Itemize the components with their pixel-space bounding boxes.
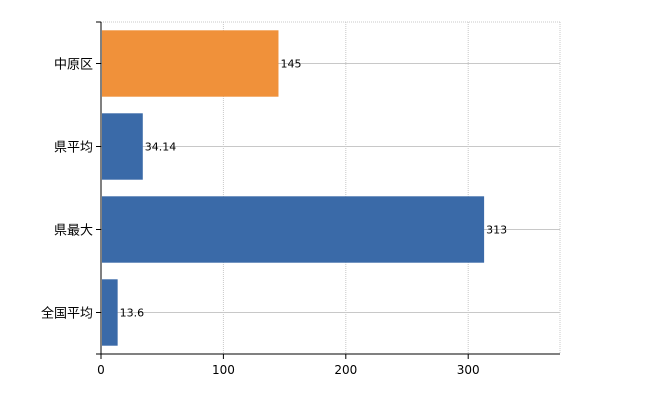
category-label: 県最大 [54, 224, 93, 239]
bar [102, 279, 118, 346]
data-label: 145 [280, 58, 301, 71]
data-label: 313 [486, 224, 507, 237]
category-label: 県平均 [54, 141, 93, 156]
bars [102, 30, 485, 346]
category-label: 全国平均 [41, 306, 93, 322]
bar [102, 30, 279, 97]
data-label: 13.6 [120, 307, 144, 320]
x-tick-label: 300 [457, 363, 480, 377]
bar [102, 113, 143, 180]
category-label: 中原区 [54, 58, 93, 73]
x-tick-label: 200 [334, 363, 357, 377]
axes [96, 21, 560, 359]
data-label: 34.14 [145, 141, 177, 154]
x-tick-label: 0 [97, 363, 105, 377]
x-tick-label: 100 [212, 363, 235, 377]
labels: 145 中原区 34.14 県平均 313 県最大 13.6 全国平均 0 100 200 300 [41, 58, 507, 378]
bar [102, 196, 485, 263]
